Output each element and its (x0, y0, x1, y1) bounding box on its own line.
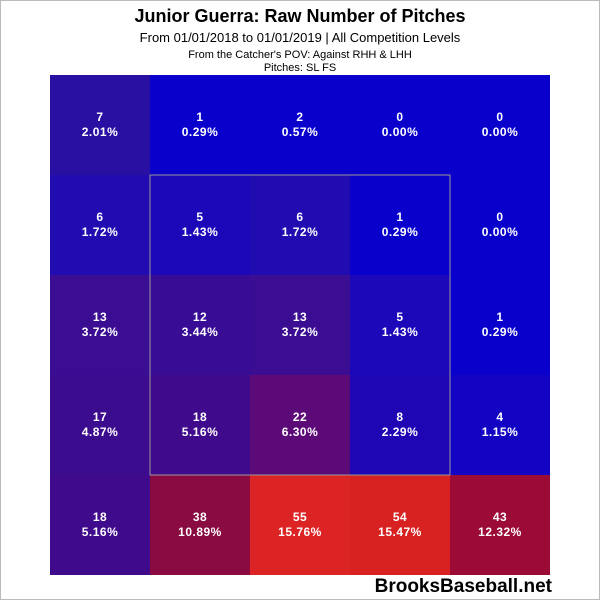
cell (250, 475, 350, 575)
cell-count: 13 (93, 310, 107, 324)
cell (150, 475, 250, 575)
cell-percent: 2.01% (82, 125, 119, 139)
cell-percent: 15.76% (278, 525, 322, 539)
cell-percent: 0.00% (482, 225, 519, 239)
cell (450, 275, 550, 375)
cell-percent: 5.16% (182, 425, 219, 439)
cell-count: 0 (496, 210, 503, 224)
cell (350, 175, 450, 275)
cell (250, 175, 350, 275)
subtitle: Pitches: SL FS (264, 62, 336, 74)
cell-count: 1 (196, 110, 203, 124)
cell-percent: 3.72% (282, 325, 319, 339)
cell-count: 2 (296, 110, 303, 124)
cell-count: 12 (193, 310, 207, 324)
cell-count: 13 (293, 310, 307, 324)
cell (450, 175, 550, 275)
cell-percent: 1.72% (82, 225, 119, 239)
cell (50, 375, 150, 475)
cell-count: 8 (396, 410, 403, 424)
cell-count: 7 (96, 110, 103, 124)
cell-count: 1 (396, 210, 403, 224)
strike-zone (149, 174, 451, 476)
cell (450, 75, 550, 175)
cell-count: 43 (493, 510, 507, 524)
cell (150, 275, 250, 375)
cell-count: 6 (296, 210, 303, 224)
cell-count: 5 (196, 210, 203, 224)
cell (250, 275, 350, 375)
cell-percent: 1.43% (182, 225, 219, 239)
cell-count: 1 (496, 310, 503, 324)
cell (50, 475, 150, 575)
cell-count: 55 (293, 510, 307, 524)
cell-count: 54 (393, 510, 407, 524)
cell-percent: 2.29% (382, 425, 419, 439)
cell (350, 475, 450, 575)
cell-count: 0 (396, 110, 403, 124)
cell (150, 175, 250, 275)
cell (350, 75, 450, 175)
cell-percent: 0.00% (482, 125, 519, 139)
cell-percent: 10.89% (178, 525, 222, 539)
cell-count: 4 (496, 410, 503, 424)
subtitle: From the Catcher's POV: Against RHH & LH… (188, 49, 412, 61)
cell-percent: 0.29% (182, 125, 219, 139)
cell-percent: 5.16% (82, 525, 119, 539)
cell-count: 6 (96, 210, 103, 224)
cell (250, 375, 350, 475)
cell (350, 375, 450, 475)
cell-percent: 1.72% (282, 225, 319, 239)
cell-percent: 0.57% (282, 125, 319, 139)
cell (350, 275, 450, 375)
cell (450, 375, 550, 475)
cell (50, 175, 150, 275)
cell-count: 18 (193, 410, 207, 424)
cell-percent: 6.30% (282, 425, 319, 439)
cell-percent: 3.44% (182, 325, 219, 339)
cell-count: 22 (293, 410, 307, 424)
cell-percent: 0.00% (382, 125, 419, 139)
cell (150, 75, 250, 175)
cell-percent: 15.47% (378, 525, 422, 539)
cell-percent: 1.43% (382, 325, 419, 339)
cell (50, 275, 150, 375)
subtitle: From 01/01/2018 to 01/01/2019 | All Comp… (140, 30, 461, 45)
cell (250, 75, 350, 175)
watermark: BrooksBaseball.net (375, 576, 553, 597)
cell-percent: 3.72% (82, 325, 119, 339)
cell-percent: 4.87% (82, 425, 119, 439)
cell-percent: 1.15% (482, 425, 519, 439)
cell-count: 18 (93, 510, 107, 524)
cell-count: 0 (496, 110, 503, 124)
cell (50, 75, 150, 175)
chart-title: Junior Guerra: Raw Number of Pitches (134, 6, 465, 26)
cell-percent: 0.29% (382, 225, 419, 239)
cell-count: 5 (396, 310, 403, 324)
cell-count: 38 (193, 510, 207, 524)
cell-percent: 12.32% (478, 525, 522, 539)
cell (450, 475, 550, 575)
heatmap: 72.01%10.29%20.57%00.00%00.00%61.72%51.4… (50, 75, 550, 575)
cell (150, 375, 250, 475)
cell-count: 17 (93, 410, 107, 424)
cell-percent: 0.29% (482, 325, 519, 339)
